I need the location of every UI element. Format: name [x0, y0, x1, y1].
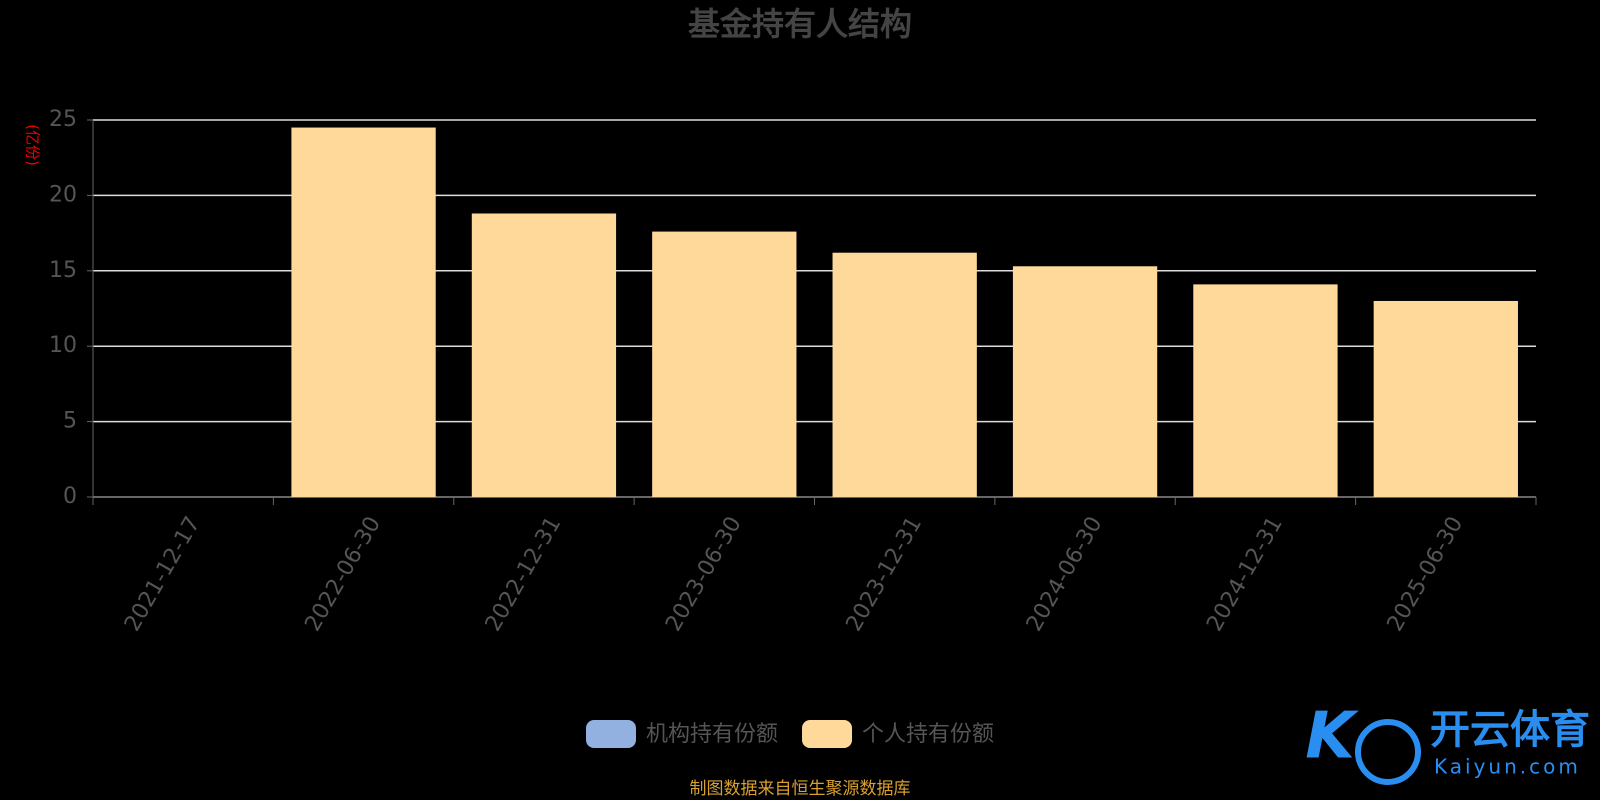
y-tick-label: 15 — [49, 258, 77, 283]
x-tick-label: 2022-12-31 — [481, 513, 567, 636]
bar — [1193, 284, 1338, 497]
bar — [291, 127, 436, 497]
x-tick-label: 2024-12-31 — [1202, 513, 1288, 636]
y-tick-label: 10 — [49, 333, 77, 358]
x-tick-label: 2024-06-30 — [1022, 513, 1108, 636]
watermark-brand: 开云体育 — [1430, 707, 1590, 753]
watermark-logo — [1355, 719, 1421, 785]
y-axis-label: (亿份) — [24, 124, 42, 166]
x-tick-label: 2023-06-30 — [661, 513, 747, 636]
bar — [471, 213, 617, 497]
bar — [832, 252, 977, 497]
source-note: 制图数据来自恒生聚源数据库 — [690, 779, 911, 799]
watermark-logo-k: K — [1305, 700, 1359, 774]
y-tick-label: 0 — [63, 484, 77, 509]
legend-swatch — [586, 720, 636, 748]
watermark-site: Kaiyun.com — [1434, 755, 1581, 779]
y-tick-label: 20 — [49, 182, 77, 207]
bar — [1012, 266, 1158, 497]
x-tick-label: 2022-06-30 — [300, 513, 386, 636]
watermark: K 开云体育 Kaiyun.com — [1305, 700, 1590, 785]
y-tick-label: 25 — [49, 107, 77, 132]
x-tick-label: 2023-12-31 — [841, 513, 927, 636]
legend-label: 机构持有份额 — [646, 722, 778, 747]
bar — [652, 231, 797, 498]
y-tick-label: 5 — [63, 409, 77, 434]
legend-swatch — [802, 720, 853, 748]
x-tick-label: 2025-06-30 — [1383, 513, 1469, 636]
chart-title: 基金持有人结构 — [688, 5, 912, 43]
x-tick-label: 2021-12-17 — [120, 513, 206, 636]
legend-label: 个人持有份额 — [862, 722, 994, 747]
bar — [1373, 300, 1518, 497]
